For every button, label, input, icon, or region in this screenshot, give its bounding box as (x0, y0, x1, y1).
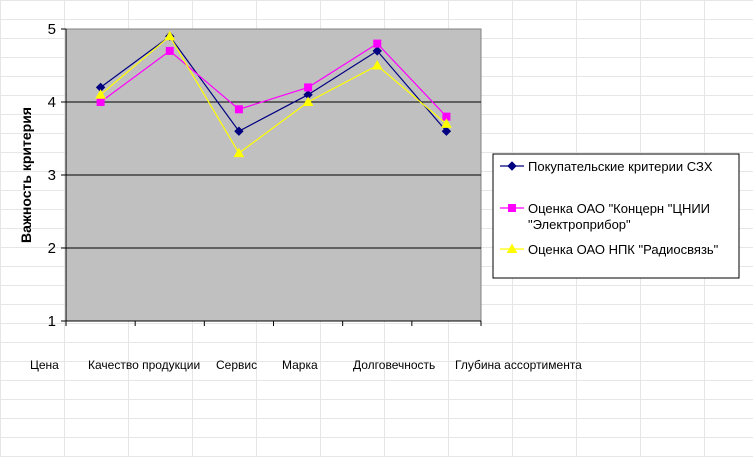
y-tick-labels: 1 2 3 4 5 (48, 21, 56, 330)
data-point (371, 59, 383, 70)
series-line (100, 42, 447, 118)
x-category-label: Марка (282, 358, 318, 372)
x-category-label: Глубина ассортимента (455, 358, 582, 372)
legend-swatch-marker (508, 204, 516, 212)
y-axis-label: Важность критерия (18, 107, 34, 243)
data-point (372, 46, 382, 56)
data-point (165, 46, 174, 55)
data-point (373, 39, 382, 48)
series-2 (96, 39, 451, 121)
legend: Покупательские критерии СЗХ Оценка ОАО "К… (492, 153, 740, 279)
x-category-label: Долговечность (353, 358, 435, 372)
x-category-label: Сервис (216, 358, 257, 372)
series-line (100, 35, 447, 154)
legend-label: Оценка ОАО "Концерн "ЦНИИ (528, 201, 710, 216)
data-point (302, 96, 314, 106)
data-point (95, 89, 106, 99)
series-line (100, 35, 447, 132)
data-point (96, 98, 105, 106)
legend-swatch-marker (507, 161, 517, 171)
legend-box (492, 153, 740, 279)
series-3 (95, 30, 452, 158)
legend-label: "Электроприбор" (528, 217, 631, 232)
data-point (233, 147, 245, 158)
series-1 (95, 31, 452, 136)
y-tick-label: 1 (48, 313, 56, 330)
data-point (164, 30, 176, 41)
series-layer (95, 30, 452, 158)
legend-label: Оценка ОАО НПК "Радиосвязь" (528, 242, 719, 257)
legend-label: Покупательские критерии СЗХ (528, 159, 713, 174)
y-tick-label: 5 (48, 21, 56, 38)
data-point (441, 126, 452, 136)
legend-swatch-marker (506, 243, 518, 253)
y-gridlines (61, 28, 481, 322)
axes (65, 29, 482, 326)
x-category-labels: Цена Качество продукции Сервис Марка Долгове… (30, 358, 582, 372)
data-point (234, 126, 244, 136)
x-category-label: Качество продукции (88, 358, 200, 372)
data-point (234, 105, 243, 114)
y-tick-label: 3 (48, 167, 56, 184)
y-tick-label: 2 (48, 240, 56, 257)
data-point (304, 83, 313, 92)
data-point (441, 118, 452, 128)
x-category-label: Цена (30, 358, 59, 372)
y-tick-label: 4 (48, 94, 56, 111)
